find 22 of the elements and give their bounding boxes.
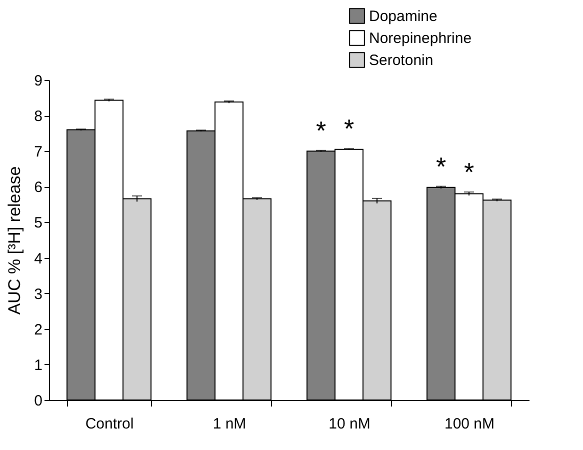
y-tick-label: 1 [34, 356, 42, 374]
y-tick-label: 7 [34, 144, 42, 161]
y-axis-title: AUC % [³H] release [5, 166, 24, 315]
x-tick-label: 100 nM [444, 416, 495, 432]
data-label: * [344, 114, 354, 144]
legend-label: Dopamine [369, 8, 438, 25]
y-tick-label: 9 [34, 72, 42, 90]
x-tick-label: 10 nM [328, 416, 370, 432]
y-tick-label: 6 [34, 179, 42, 196]
y-tick-label: 3 [34, 286, 42, 303]
data-label: * [316, 115, 326, 146]
legend-label: Norepinephrine [369, 30, 472, 47]
data-label: * [464, 157, 474, 187]
legend-label: Serotonin [369, 52, 434, 69]
y-tick-label: 2 [34, 321, 42, 338]
data-label: * [436, 151, 446, 182]
y-tick-label: 5 [34, 214, 42, 232]
x-tick-label: Control [85, 416, 134, 432]
x-tick-label: 1 nM [212, 416, 246, 432]
y-tick-label: 0 [34, 392, 42, 410]
y-tick-label: 4 [34, 250, 42, 268]
y-tick-label: 8 [34, 108, 42, 126]
